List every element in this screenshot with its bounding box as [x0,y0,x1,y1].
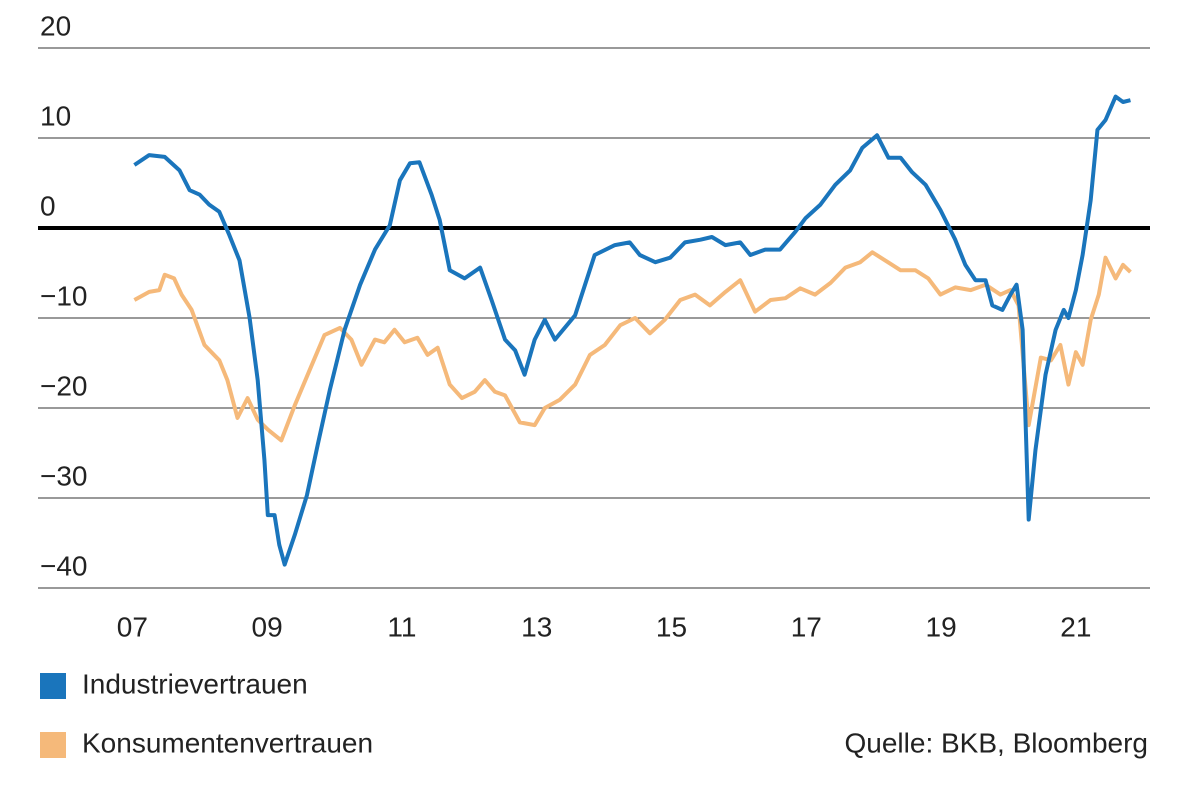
x-tick-label: 07 [117,611,148,642]
y-tick-label: −30 [40,460,88,491]
x-tick-label: 09 [252,611,283,642]
x-tick-label: 15 [656,611,687,642]
y-tick-label: −10 [40,280,88,311]
y-tick-label: 10 [40,100,71,131]
legend-label: Konsumentenvertrauen [82,727,373,758]
x-tick-label: 11 [387,611,416,642]
series-line [133,250,1132,443]
y-tick-label: −20 [40,370,88,401]
legend-label: Industrievertrauen [82,668,308,699]
x-tick-label: 13 [521,611,552,642]
series-line [133,94,1131,567]
x-tick-label: 17 [791,611,822,642]
x-tick-label: 21 [1060,611,1091,642]
y-tick-label: −40 [40,550,88,581]
legend-swatch [40,673,66,699]
y-tick-label: 0 [40,190,56,221]
y-tick-label: 20 [40,10,71,41]
source-note: Quelle: BKB, Bloomberg [845,727,1149,758]
x-tick-label: 19 [926,611,957,642]
legend-swatch [40,732,66,758]
